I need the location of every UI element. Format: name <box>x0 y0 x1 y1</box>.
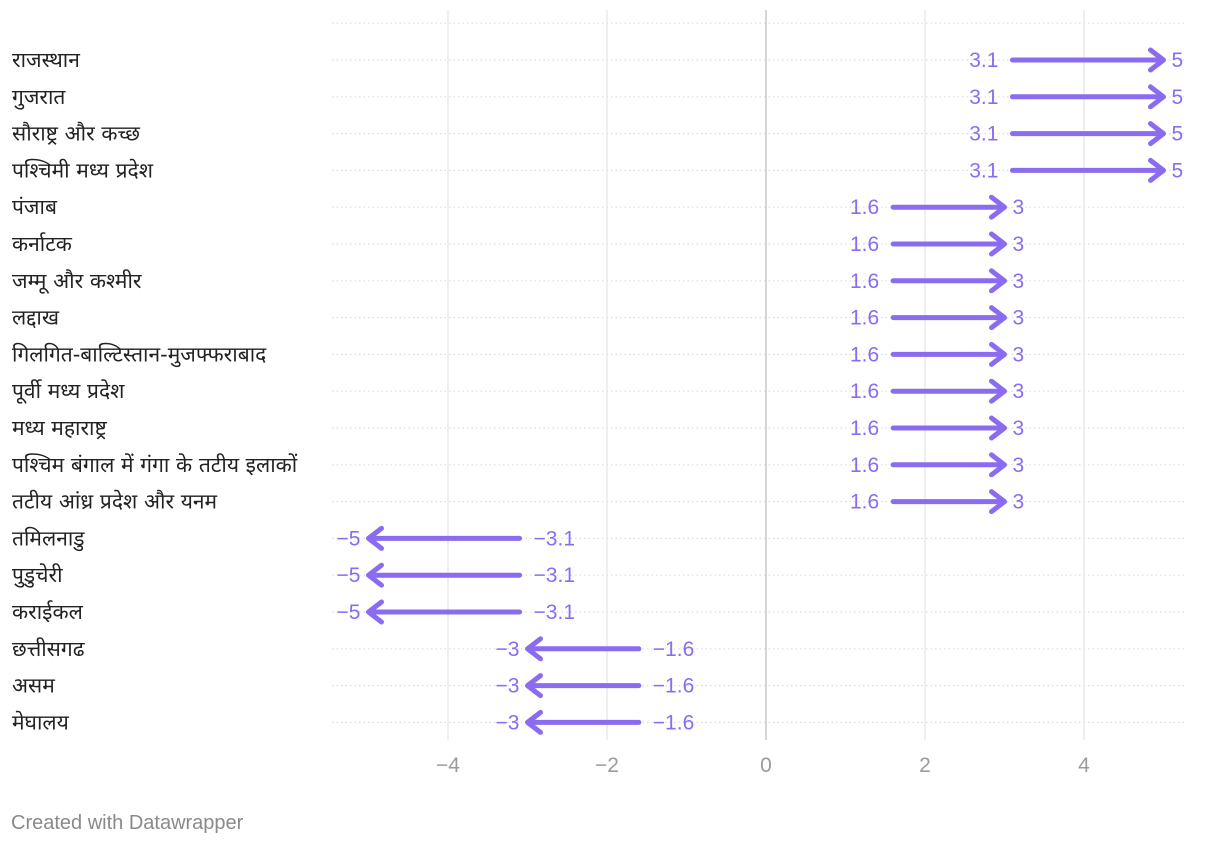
x-tick-label: 2 <box>919 754 931 777</box>
start-value-label: 1.6 <box>850 491 879 514</box>
row-label: तमिलनाडु <box>12 526 85 551</box>
row-label: पश्चिमी मध्य प्रदेश <box>12 158 154 182</box>
arrow-head <box>989 452 1007 478</box>
start-value-label: −3.1 <box>534 601 575 624</box>
arrow-chart: राजस्थान 3.1 5 गुजरात 3.1 5 सौराष्ट्र और कच्छ 3… <box>12 10 1186 777</box>
start-value-label: 1.6 <box>850 196 879 219</box>
start-value-label: 1.6 <box>850 380 879 403</box>
start-value-label: 1.6 <box>850 270 879 293</box>
row-label: लद्दाख <box>12 306 60 330</box>
end-value-label: 3 <box>1013 343 1025 366</box>
row-label: गिलगित-बाल्टिस्तान-मुजफ्फराबाद <box>12 342 267 367</box>
arrow-head <box>989 194 1007 220</box>
x-tick-label: 4 <box>1078 754 1090 777</box>
end-value-label: −3 <box>496 675 520 698</box>
start-value-label: −3.1 <box>534 564 575 587</box>
start-value-label: 1.6 <box>850 233 879 256</box>
end-value-label: 3 <box>1013 380 1025 403</box>
rows-layer: राजस्थान 3.1 5 गुजरात 3.1 5 सौराष्ट्र और कच्छ 3… <box>12 47 1184 735</box>
arrow-head <box>989 341 1007 367</box>
row-label: जम्मू और कश्मीर <box>12 269 142 294</box>
end-value-label: 3 <box>1013 417 1025 440</box>
start-value-label: −1.6 <box>653 638 694 661</box>
end-value-label: 5 <box>1172 86 1184 109</box>
arrow-head <box>525 636 543 662</box>
row-label: असम <box>12 674 55 698</box>
arrow-head <box>989 415 1007 441</box>
end-value-label: 3 <box>1013 491 1025 514</box>
row-label: कराईकल <box>12 600 84 624</box>
x-tick-label: −4 <box>436 754 460 777</box>
row-label: राजस्थान <box>12 48 80 72</box>
end-value-label: 3 <box>1013 307 1025 330</box>
end-value-label: −3 <box>496 638 520 661</box>
start-value-label: 1.6 <box>850 343 879 366</box>
arrow-head <box>366 525 384 551</box>
start-value-label: 3.1 <box>969 86 998 109</box>
start-value-label: −1.6 <box>653 711 694 734</box>
row-label: मध्य महाराष्ट्र <box>12 416 107 440</box>
start-value-label: 1.6 <box>850 454 879 477</box>
x-tick-label: −2 <box>595 754 619 777</box>
x-axis-ticks: −4 −2 0 2 4 <box>436 754 1090 777</box>
arrow-head <box>1148 121 1166 147</box>
x-tick-label: 0 <box>760 754 772 777</box>
arrow-head <box>1148 47 1166 73</box>
end-value-label: 5 <box>1172 49 1184 72</box>
end-value-label: 3 <box>1013 454 1025 477</box>
row-label: सौराष्ट्र और कच्छ <box>12 122 140 146</box>
arrow-head <box>525 709 543 735</box>
arrow-head <box>989 378 1007 404</box>
start-value-label: 3.1 <box>969 159 998 182</box>
end-value-label: −5 <box>337 601 361 624</box>
arrow-head <box>1148 157 1166 183</box>
end-value-label: 5 <box>1172 123 1184 146</box>
start-value-label: 3.1 <box>969 123 998 146</box>
arrow-head <box>525 673 543 699</box>
end-value-label: 3 <box>1013 233 1025 256</box>
start-value-label: 1.6 <box>850 417 879 440</box>
arrow-head <box>1148 84 1166 110</box>
start-value-label: 3.1 <box>969 49 998 72</box>
arrow-head <box>366 562 384 588</box>
arrow-head <box>989 268 1007 294</box>
row-label: तटीय आंध्र प्रदेश और यनम <box>12 490 218 514</box>
row-label: पश्चिम बंगाल में गंगा के तटीय इलाकों <box>12 453 298 477</box>
arrow-head <box>989 305 1007 331</box>
row-label: पूर्वी मध्य प्रदेश <box>12 379 125 404</box>
row-label: कर्नाटक <box>12 232 73 256</box>
start-value-label: −1.6 <box>653 675 694 698</box>
row-label: गुजरात <box>12 85 66 110</box>
start-value-label: −3.1 <box>534 527 575 550</box>
end-value-label: −5 <box>337 564 361 587</box>
end-value-label: 5 <box>1172 159 1184 182</box>
row-label: मेघालय <box>12 710 70 734</box>
row-label: पुडुचेरी <box>12 563 63 588</box>
start-value-label: 1.6 <box>850 307 879 330</box>
arrow-head <box>989 231 1007 257</box>
end-value-label: −5 <box>337 527 361 550</box>
grid-layer <box>332 10 1186 740</box>
credit-text: Created with Datawrapper <box>11 812 244 834</box>
row-label: पंजाब <box>12 195 58 219</box>
row-label: छत्तीसगढ <box>12 637 86 661</box>
arrow-head <box>989 489 1007 515</box>
end-value-label: −3 <box>496 711 520 734</box>
end-value-label: 3 <box>1013 196 1025 219</box>
end-value-label: 3 <box>1013 270 1025 293</box>
arrow-head <box>366 599 384 625</box>
